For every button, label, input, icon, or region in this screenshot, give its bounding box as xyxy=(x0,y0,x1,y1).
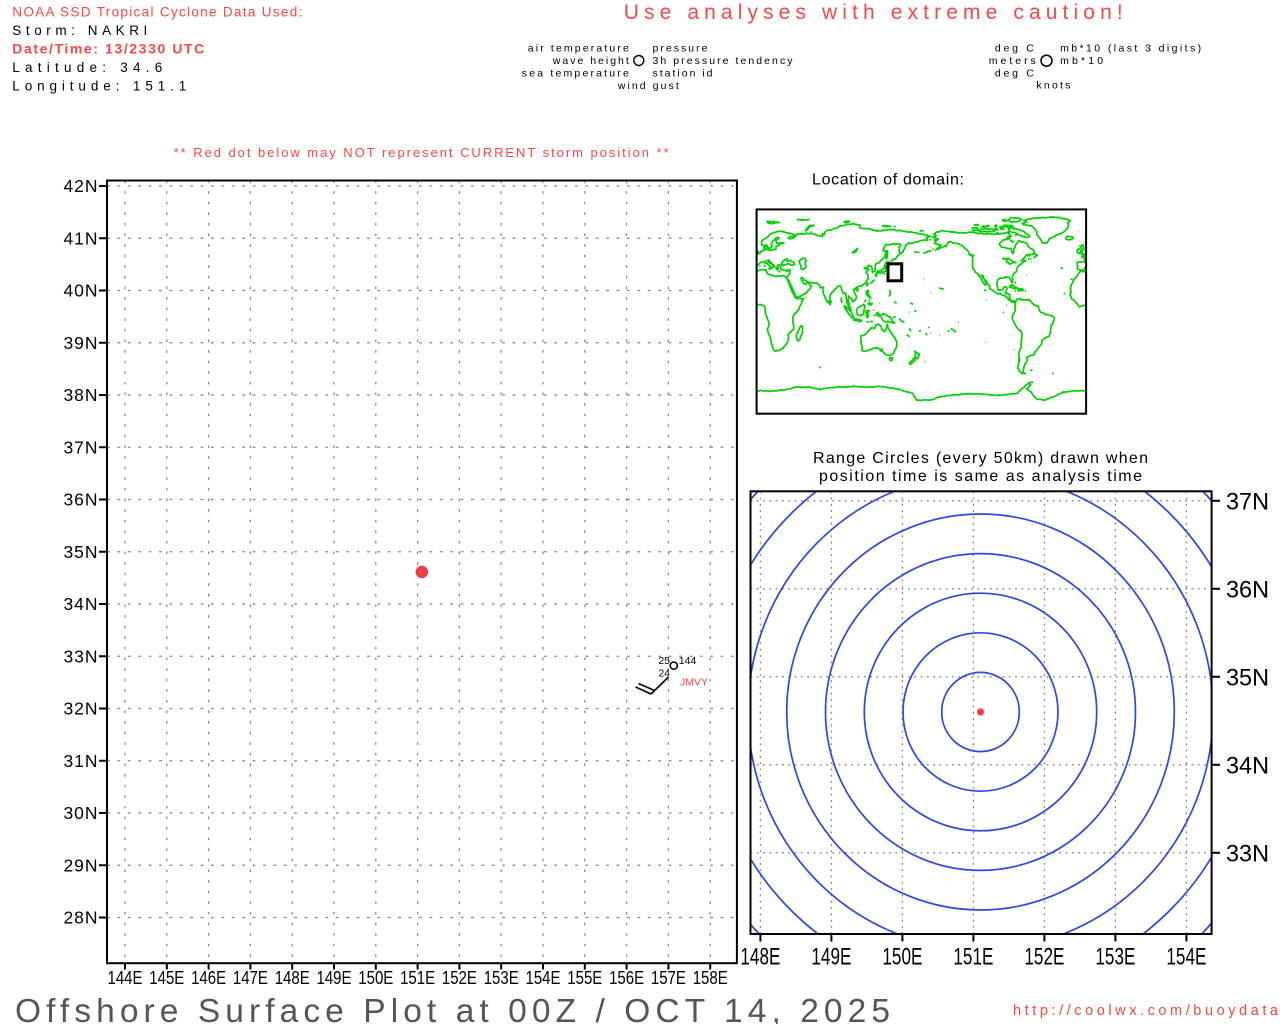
svg-text:Latitude: 34.6: Latitude: 34.6 xyxy=(12,60,162,75)
svg-text:deg C: deg C xyxy=(995,43,1034,55)
svg-text:deg C: deg C xyxy=(995,68,1034,80)
svg-text:39N: 39N xyxy=(64,333,98,353)
svg-text:3h pressure tendency: 3h pressure tendency xyxy=(653,55,794,67)
svg-text:position time is same as analy: position time is same as analysis time xyxy=(819,468,1142,485)
svg-text:41N: 41N xyxy=(64,228,98,248)
svg-text:42N: 42N xyxy=(64,176,98,196)
svg-text:149E: 149E xyxy=(811,944,851,971)
svg-text:NOAA SSD Tropical Cyclone Data: NOAA SSD Tropical Cyclone Data Used: xyxy=(12,5,302,20)
svg-text:37N: 37N xyxy=(64,437,98,457)
svg-text:149E: 149E xyxy=(317,968,352,988)
svg-text:35N: 35N xyxy=(1226,664,1269,691)
svg-text:Storm: NAKRI: Storm: NAKRI xyxy=(12,23,147,38)
svg-text:145E: 145E xyxy=(149,968,184,988)
svg-text:34N: 34N xyxy=(64,594,98,614)
svg-text:158E: 158E xyxy=(693,968,728,988)
svg-text:144: 144 xyxy=(679,655,697,667)
svg-text:meters: meters xyxy=(989,55,1036,67)
svg-text:151E: 151E xyxy=(400,968,435,988)
svg-text:146E: 146E xyxy=(191,968,226,988)
svg-text:knots: knots xyxy=(1036,80,1070,92)
svg-text:24: 24 xyxy=(658,668,670,680)
svg-text:http://coolwx.com/buoydata: http://coolwx.com/buoydata xyxy=(1013,1003,1279,1019)
svg-text:JMVY: JMVY xyxy=(680,677,708,689)
svg-text:** Red dot below may NOT repre: ** Red dot below may NOT represent CURRE… xyxy=(174,145,669,160)
svg-text:Date/Time: 13/2330 UTC: Date/Time: 13/2330 UTC xyxy=(12,41,204,57)
svg-text:144E: 144E xyxy=(108,968,143,988)
svg-text:Offshore Surface Plot at 00Z /: Offshore Surface Plot at 00Z / OCT 14, 2… xyxy=(15,993,890,1024)
svg-text:30N: 30N xyxy=(64,803,98,823)
svg-text:155E: 155E xyxy=(567,968,602,988)
svg-text:153E: 153E xyxy=(1095,944,1135,971)
svg-text:40N: 40N xyxy=(64,281,98,301)
svg-text:station id: station id xyxy=(653,68,713,80)
svg-text:36N: 36N xyxy=(1226,576,1269,603)
svg-text:mb*10: mb*10 xyxy=(1060,55,1103,67)
svg-text:152E: 152E xyxy=(442,968,477,988)
svg-text:34N: 34N xyxy=(1226,752,1269,779)
svg-text:sea temperature: sea temperature xyxy=(522,68,629,80)
svg-text:157E: 157E xyxy=(651,968,686,988)
svg-text:150E: 150E xyxy=(882,944,922,971)
svg-text:148E: 148E xyxy=(275,968,310,988)
svg-text:33N: 33N xyxy=(64,646,98,666)
svg-text:Range Circles (every 50km) dra: Range Circles (every 50km) drawn when xyxy=(813,450,1148,467)
svg-text:36N: 36N xyxy=(64,490,98,510)
svg-text:wind gust: wind gust xyxy=(617,80,679,92)
svg-text:Longitude: 151.1: Longitude: 151.1 xyxy=(12,79,186,94)
svg-text:31N: 31N xyxy=(64,751,98,771)
svg-text:mb*10 (last 3 digits): mb*10 (last 3 digits) xyxy=(1060,43,1201,55)
svg-text:35N: 35N xyxy=(64,542,98,562)
svg-text:153E: 153E xyxy=(484,968,519,988)
svg-text:Location of domain:: Location of domain: xyxy=(812,172,964,189)
svg-text:154E: 154E xyxy=(526,968,561,988)
svg-text:147E: 147E xyxy=(233,968,268,988)
svg-text:29N: 29N xyxy=(64,855,98,875)
svg-text:152E: 152E xyxy=(1024,944,1064,971)
svg-text:Use analyses with extreme caut: Use analyses with extreme caution! xyxy=(624,1,1123,24)
svg-text:156E: 156E xyxy=(609,968,644,988)
svg-text:33N: 33N xyxy=(1226,840,1269,867)
svg-text:38N: 38N xyxy=(64,385,98,405)
svg-text:air temperature: air temperature xyxy=(528,43,629,55)
svg-text:151E: 151E xyxy=(953,944,993,971)
svg-text:37N: 37N xyxy=(1226,488,1269,515)
svg-text:pressure: pressure xyxy=(653,43,708,55)
svg-text:154E: 154E xyxy=(1166,944,1206,971)
svg-text:32N: 32N xyxy=(64,699,98,719)
svg-text:150E: 150E xyxy=(358,968,393,988)
svg-text:wave height: wave height xyxy=(552,55,629,67)
svg-text:148E: 148E xyxy=(740,944,780,971)
svg-text:25: 25 xyxy=(658,655,670,667)
svg-text:28N: 28N xyxy=(64,908,98,928)
